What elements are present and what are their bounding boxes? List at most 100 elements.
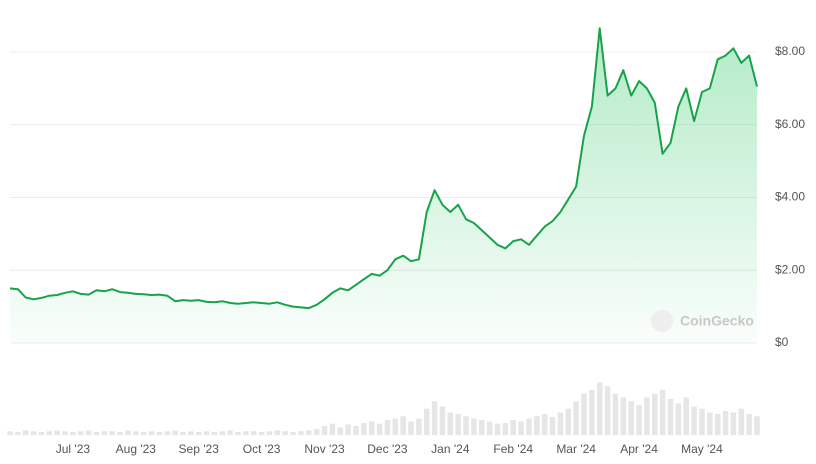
volume-bar — [392, 418, 399, 435]
volume-bar — [313, 429, 320, 435]
volume-bar — [581, 393, 587, 435]
volume-bar — [30, 431, 37, 435]
volume-bar — [652, 393, 658, 435]
volume-bar — [78, 431, 84, 435]
volume-bar — [290, 432, 296, 435]
volume-bar — [730, 412, 737, 435]
volume-bar — [243, 431, 249, 435]
volume-bar — [423, 408, 430, 435]
volume-bar — [589, 390, 595, 435]
volume-bar — [235, 432, 241, 435]
volume-bar — [683, 397, 689, 435]
volume-bar — [667, 399, 674, 435]
volume-bar — [70, 432, 76, 435]
volume-bar — [384, 420, 391, 435]
volume-bar — [148, 431, 155, 435]
volume-bar — [117, 432, 123, 435]
watermark-logo — [651, 310, 673, 332]
volume-bar — [321, 426, 328, 435]
volume-bar — [534, 416, 540, 435]
volume-bar — [337, 427, 344, 435]
volume-bar — [471, 418, 477, 435]
volume-bar — [203, 431, 210, 435]
watermark-text: CoinGecko — [680, 313, 754, 329]
volume-bar — [368, 421, 375, 435]
volume-bar — [258, 432, 265, 435]
volume-bar — [447, 412, 454, 435]
volume-bar — [573, 401, 579, 435]
y-tick-label: $0 — [775, 335, 789, 349]
volume-bar — [93, 432, 100, 435]
volume-bar — [133, 431, 139, 435]
volume-bar — [306, 430, 312, 435]
volume-bar — [479, 420, 485, 435]
volume-bar — [125, 430, 131, 435]
volume-bar — [455, 414, 461, 435]
x-tick-label: Apr '24 — [620, 442, 658, 456]
y-tick-label: $8.00 — [775, 44, 805, 58]
volume-bar — [596, 382, 603, 435]
volume-bar — [156, 432, 163, 435]
x-tick-label: Sep '23 — [179, 442, 220, 456]
volume-bar — [38, 432, 45, 435]
x-tick-label: Mar '24 — [556, 442, 596, 456]
volume-bar — [345, 424, 351, 435]
volume-bar — [502, 423, 509, 435]
volume-bar — [7, 431, 13, 435]
x-tick-label: Jan '24 — [431, 442, 470, 456]
volume-bar — [361, 423, 367, 435]
area — [10, 28, 757, 344]
volume-bar — [85, 430, 92, 435]
volume-bar — [431, 401, 438, 435]
y-tick-label: $4.00 — [775, 190, 805, 204]
volume-bar — [274, 430, 281, 435]
volume-bar — [211, 432, 218, 435]
volume-bar — [101, 431, 108, 435]
x-tick-label: Nov '23 — [304, 442, 345, 456]
volume-bar — [746, 414, 752, 435]
volume-bar — [400, 416, 406, 435]
volume-bar — [463, 416, 469, 435]
volume-bar — [549, 417, 556, 435]
volume-bar — [486, 421, 493, 435]
volume-bar — [329, 423, 336, 435]
volume-bar — [140, 432, 147, 435]
volume-bar — [188, 431, 194, 435]
volume-bar — [15, 432, 21, 435]
volume-bar — [282, 431, 288, 435]
volume-bar — [62, 431, 68, 435]
volume-bar — [408, 421, 414, 435]
volume-bar — [565, 408, 572, 435]
volume-bar — [518, 421, 524, 435]
volume-bar — [659, 390, 666, 435]
volume-bar — [266, 431, 273, 435]
volume-bar — [164, 431, 171, 435]
volume-bar — [439, 406, 446, 435]
volume-bar — [714, 414, 721, 435]
y-tick-label: $2.00 — [775, 262, 805, 276]
x-tick-label: Dec '23 — [367, 442, 408, 456]
y-tick-label: $6.00 — [775, 117, 805, 131]
volume-bar — [46, 431, 53, 435]
volume-bar — [251, 431, 257, 435]
volume-bar — [180, 432, 186, 435]
volume-bar — [557, 412, 564, 435]
volume-bar — [644, 397, 650, 435]
volume-bar — [54, 430, 60, 435]
volume-bar — [195, 432, 202, 435]
x-tick-label: Aug '23 — [116, 442, 157, 456]
volume-bar — [494, 423, 501, 435]
volume-bar — [754, 416, 760, 435]
volume-bar — [604, 386, 611, 435]
volume-bar — [219, 431, 226, 435]
x-tick-label: Feb '24 — [493, 442, 533, 456]
volume-bar — [691, 406, 697, 435]
volume-bar — [172, 430, 178, 435]
volume-bar — [22, 430, 29, 435]
volume-bar — [416, 418, 422, 435]
volume-bar — [353, 426, 359, 435]
x-tick-label: Oct '23 — [243, 442, 281, 456]
volume-bar — [109, 431, 115, 435]
volume-bar — [376, 423, 383, 435]
volume-bar — [510, 420, 516, 435]
